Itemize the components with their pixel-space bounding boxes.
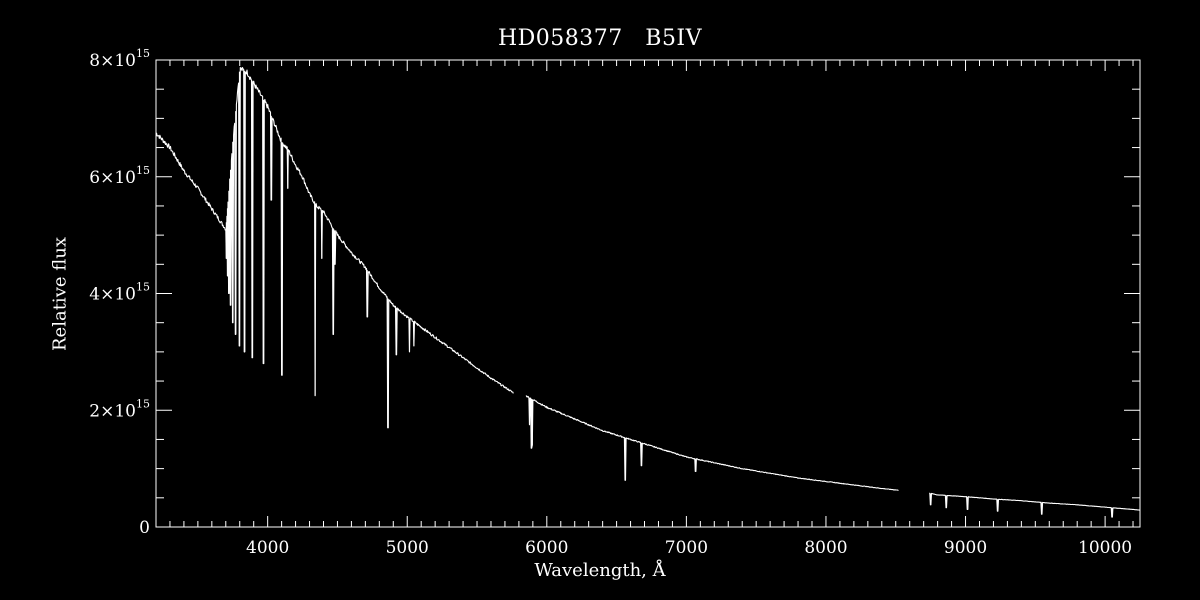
chart-title: HD058377 B5IV	[497, 26, 703, 51]
y-axis: 0 2×1015 4×1015 6×1015 8×1015	[89, 47, 1140, 538]
x-tick-label: 4000	[246, 538, 289, 558]
x-tick-label: 7000	[665, 538, 708, 558]
plot-border	[155, 59, 1141, 528]
x-axis: 4000 5000 6000 7000 8000 9000 10000	[155, 60, 1134, 558]
y-tick-label: 6×1015	[89, 164, 150, 188]
x-axis-label: Wavelength, Å	[534, 560, 666, 581]
spectrum-line	[155, 67, 1140, 518]
plot-frame	[155, 59, 1141, 528]
x-tick-label: 6000	[525, 538, 568, 558]
x-tick-label: 9000	[944, 538, 987, 558]
y-tick-label: 4×1015	[89, 281, 150, 305]
y-tick-label: 0	[139, 518, 150, 538]
x-tick-label: 5000	[386, 538, 429, 558]
y-tick-label: 2×1015	[89, 397, 150, 421]
x-tick-label: 8000	[804, 538, 847, 558]
y-tick-label: 8×1015	[89, 47, 150, 71]
spectrum-series	[155, 67, 1140, 518]
x-tick-label: 10000	[1078, 538, 1132, 558]
y-axis-label: Relative flux	[49, 237, 71, 351]
